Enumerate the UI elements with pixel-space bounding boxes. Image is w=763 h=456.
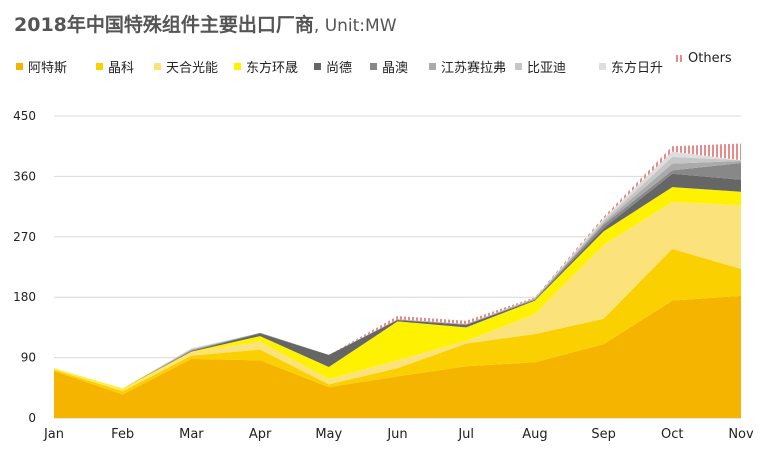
chart-title: 2018年中国特殊组件主要出口厂商, Unit:MW [14,10,397,37]
x-tick-label: Feb [111,427,134,442]
legend-swatch [96,63,103,70]
legend-swatch [154,63,161,70]
x-tick-label: Nov [728,427,754,442]
legend-label: Others [688,51,732,66]
area-series-2 [54,248,741,395]
x-tick-label: Aug [522,427,547,442]
legend-swatch [676,55,683,62]
area-series-4 [54,187,741,390]
legend-item: 晶科 [96,57,134,76]
y-tick-label: 90 [21,351,36,365]
x-tick-label: Jul [457,427,474,442]
legend-item: Others [676,51,732,66]
legend-item: 比亚迪 [515,57,566,76]
legend-label: 比亚迪 [527,61,567,76]
y-tick-label: 360 [13,169,36,183]
chart-title-text: 2018年中国特殊组件主要出口厂商 [14,14,314,36]
legend-label: 阿特斯 [28,61,68,76]
legend-label: 尚德 [326,61,353,76]
x-tick-label: Jan [43,427,64,442]
legend-swatch [429,63,436,70]
y-tick-label: 0 [28,411,36,425]
legend-swatch [370,63,377,70]
legend-item: 东方日升 [599,57,663,76]
legend-item: 天合光能 [154,57,218,76]
chart-unit: , Unit:MW [313,16,397,36]
y-tick-label: 450 [13,109,36,123]
legend-label: 东方环晟 [246,61,299,76]
x-tick-label: Oct [661,427,683,442]
area-series-1 [54,295,741,418]
x-tick-label: Jun [386,427,407,442]
chart-legend: 阿特斯 晶科 天合光能 东方环晟 尚德 晶澳 江苏赛拉弗 比亚迪 东方日升 Others [16,51,761,81]
area-series-3 [54,201,741,392]
x-tick-label: Apr [249,427,272,442]
legend-swatch [599,63,606,70]
y-tick-label: 270 [13,230,36,244]
legend-label: 晶澳 [382,61,409,76]
legend-swatch [234,63,241,70]
legend-label: 晶科 [108,61,135,76]
legend-item: 尚德 [314,57,352,76]
legend-swatch [515,63,522,70]
legend-label: 江苏赛拉弗 [441,61,507,76]
legend-item: 东方环晟 [234,57,298,76]
x-tick-label: Mar [179,427,204,442]
legend-item: 晶澳 [370,57,408,76]
x-tick-label: Sep [591,427,616,442]
legend-swatch [16,63,23,70]
legend-swatch [314,63,321,70]
y-tick-label: 180 [13,290,36,304]
legend-label: 东方日升 [611,61,664,76]
x-tick-label: May [315,427,342,442]
legend-label: 天合光能 [166,61,219,76]
legend-item: 江苏赛拉弗 [429,57,506,76]
legend-item: 阿特斯 [16,57,67,76]
